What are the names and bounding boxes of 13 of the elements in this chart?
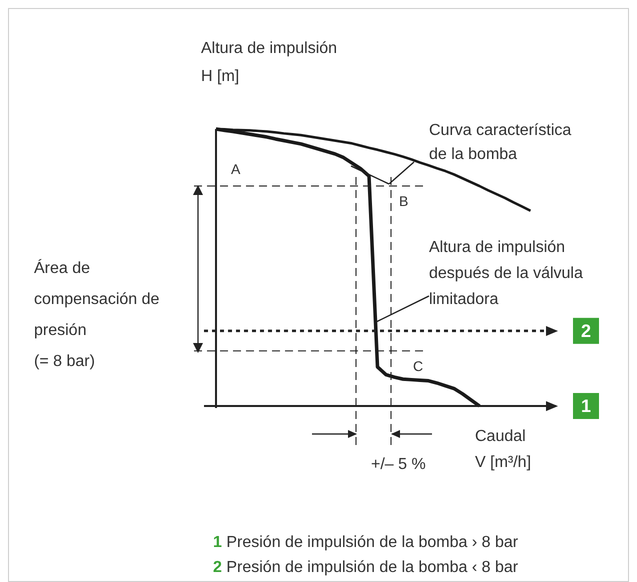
text: +/– 5 %: [371, 456, 426, 473]
annotation: C: [413, 358, 424, 374]
x-axis-title: Caudal V [m³/h]: [475, 427, 532, 473]
text: 1: [580, 396, 592, 416]
y-axis-title: Altura de impulsión H [m]: [201, 39, 338, 87]
text: 1 Presión de impulsión de la bomba › 8 bar: [213, 533, 518, 553]
text: Área de compensación de presión (= 8 bar): [34, 258, 160, 372]
annotation: Altura de impulsión después de la válvula limitadora: [429, 238, 583, 310]
annotation: B: [399, 193, 408, 209]
annotation: A: [231, 161, 240, 177]
annotation: Curva característica de la bomba: [429, 121, 572, 165]
text: 2: [580, 320, 592, 341]
text: 2 Presión de impulsión de la bomba ‹ 8 bar: [213, 558, 518, 578]
